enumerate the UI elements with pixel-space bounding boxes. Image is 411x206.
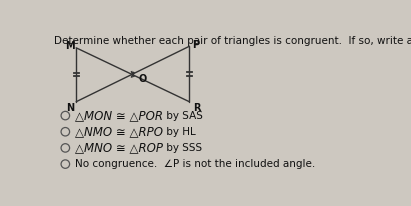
Text: M: M: [65, 41, 75, 51]
Text: O: O: [139, 74, 147, 84]
Text: No congruence.  ∠P is not the included angle.: No congruence. ∠P is not the included an…: [75, 159, 315, 169]
Text: by SAS: by SAS: [163, 111, 203, 121]
Text: R: R: [193, 103, 201, 113]
Text: N: N: [66, 103, 74, 113]
Text: by SSS: by SSS: [163, 143, 202, 153]
Text: P: P: [192, 40, 199, 50]
Text: △NMO ≅ △RPO: △NMO ≅ △RPO: [75, 125, 163, 138]
Text: △MNO ≅ △ROP: △MNO ≅ △ROP: [75, 142, 163, 154]
Text: Determine whether each pair of triangles is congruent.  If so, write a congruenc: Determine whether each pair of triangles…: [55, 35, 411, 46]
Text: △MON ≅ △POR: △MON ≅ △POR: [75, 109, 163, 122]
Text: by HL: by HL: [163, 127, 195, 137]
